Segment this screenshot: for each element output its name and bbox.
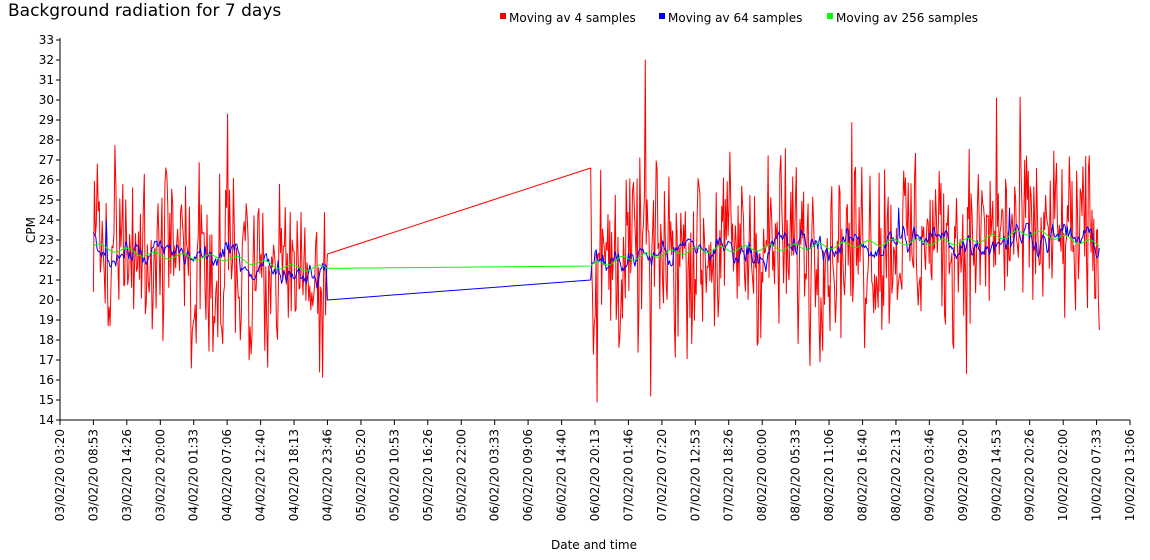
y-tick-label: 17 xyxy=(39,353,54,367)
legend-swatch-2 xyxy=(827,13,833,19)
x-tick-label: 08/02/20 16:40 xyxy=(856,429,870,521)
y-tick-label: 25 xyxy=(39,193,54,207)
y-tick-label: 22 xyxy=(39,253,54,267)
x-tick-label: 08/02/20 22:13 xyxy=(889,429,903,521)
y-tick-label: 31 xyxy=(39,73,54,87)
series-line-0 xyxy=(92,59,1100,403)
y-tick-label: 18 xyxy=(39,333,54,347)
x-tick-label: 07/02/20 12:53 xyxy=(688,429,702,521)
x-tick-label: 08/02/20 00:00 xyxy=(755,429,769,521)
x-tick-label: 05/02/20 22:00 xyxy=(454,429,468,521)
x-tick-label: 03/02/20 08:53 xyxy=(86,429,100,521)
x-tick-label: 07/02/20 07:20 xyxy=(655,429,669,521)
y-tick-label: 20 xyxy=(39,293,54,307)
x-tick-label: 10/02/20 02:00 xyxy=(1056,429,1070,521)
x-tick-label: 06/02/20 14:40 xyxy=(555,429,569,521)
x-tick-label: 04/02/20 07:06 xyxy=(220,429,234,521)
y-tick-label: 21 xyxy=(39,273,54,287)
x-tick-label: 06/02/20 09:06 xyxy=(521,429,535,521)
y-tick-label: 27 xyxy=(39,153,54,167)
y-tick-label: 28 xyxy=(39,133,54,147)
y-tick-label: 14 xyxy=(39,413,54,427)
x-tick-label: 05/02/20 10:53 xyxy=(387,429,401,521)
y-axis-label: CPM xyxy=(24,217,38,243)
x-axis-label: Date and time xyxy=(551,538,637,552)
x-tick-label: 07/02/20 01:46 xyxy=(621,429,635,521)
x-tick-label: 03/02/20 20:00 xyxy=(153,429,167,521)
chart-title: Background radiation for 7 days xyxy=(8,1,281,21)
y-tick-label: 30 xyxy=(39,93,54,107)
y-tick-label: 23 xyxy=(39,233,54,247)
legend-label-2: Moving av 256 samples xyxy=(836,11,978,25)
x-tick-label: 09/02/20 20:26 xyxy=(1023,429,1037,521)
y-tick-label: 29 xyxy=(39,113,54,127)
x-tick-label: 09/02/20 14:53 xyxy=(989,429,1003,521)
x-tick-label: 03/02/20 14:26 xyxy=(120,429,134,521)
y-tick-label: 19 xyxy=(39,313,54,327)
y-tick-label: 32 xyxy=(39,53,54,67)
legend-label-0: Moving av 4 samples xyxy=(509,11,636,25)
x-tick-label: 04/02/20 01:33 xyxy=(187,429,201,521)
y-tick-label: 16 xyxy=(39,373,54,387)
x-tick-label: 03/02/20 03:20 xyxy=(53,429,67,521)
x-tick-label: 04/02/20 23:46 xyxy=(320,429,334,521)
y-tick-label: 15 xyxy=(39,393,54,407)
x-tick-label: 04/02/20 18:13 xyxy=(287,429,301,521)
legend-label-1: Moving av 64 samples xyxy=(668,11,802,25)
legend-swatch-1 xyxy=(659,13,665,19)
x-tick-label: 05/02/20 05:20 xyxy=(354,429,368,521)
x-tick-label: 08/02/20 11:06 xyxy=(822,429,836,521)
y-tick-label: 33 xyxy=(39,33,54,47)
legend-swatch-0 xyxy=(500,13,506,19)
axes-layer: 14 15 16 17 18 19 20 21 22 23 24 25 26 27 28 29 30 31 32 33… xyxy=(39,33,1137,521)
x-tick-label: 07/02/20 18:26 xyxy=(722,429,736,521)
y-tick-label: 26 xyxy=(39,173,54,187)
x-tick-label: 09/02/20 03:46 xyxy=(922,429,936,521)
legend: Moving av 4 samples Moving av 64 samples… xyxy=(500,11,978,25)
series-layer xyxy=(92,59,1100,403)
series-line-2 xyxy=(93,230,1100,272)
x-tick-label: 08/02/20 05:33 xyxy=(789,429,803,521)
x-tick-label: 09/02/20 09:20 xyxy=(956,429,970,521)
x-tick-label: 05/02/20 16:26 xyxy=(421,429,435,521)
x-tick-label: 06/02/20 20:13 xyxy=(588,429,602,521)
x-tick-label: 04/02/20 12:40 xyxy=(254,429,268,521)
x-tick-label: 06/02/20 03:33 xyxy=(488,429,502,521)
x-tick-label: 10/02/20 07:33 xyxy=(1090,429,1104,521)
x-tick-label: 10/02/20 13:06 xyxy=(1123,429,1137,521)
y-tick-label: 24 xyxy=(39,213,54,227)
